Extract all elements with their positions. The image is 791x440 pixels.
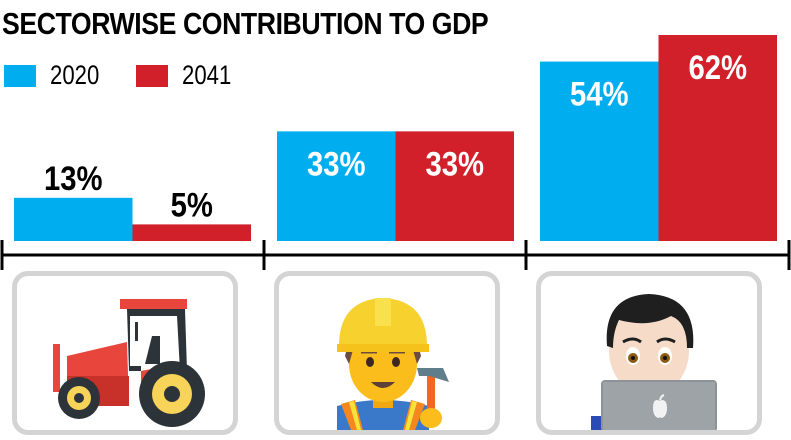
technologist-icon [591,294,717,430]
data-label-2020-services: 54% [570,74,628,113]
category-card-services [536,271,762,435]
tractor-icon [53,299,205,427]
legend-label-2020: 2020 [50,60,100,90]
data-label-2041-industry: 33% [426,144,484,183]
data-label-2041-agriculture: 5% [171,185,213,224]
legend-swatch-2041 [136,64,169,87]
bar-2041-agriculture [132,224,251,241]
legend-swatch-2020 [4,64,36,87]
legend-label-2041: 2041 [182,60,232,90]
legend-item-2041: 2041 [136,60,242,91]
bar-2020-industry [277,131,396,241]
bar-2020-services [540,61,659,242]
legend-item-2020: 2020 [4,60,110,91]
data-label-2020-agriculture: 13% [44,159,102,198]
bar-2041-industry [395,131,514,241]
category-card-industry [274,271,500,435]
bar-2041-services [658,35,777,241]
construction-worker-icon [337,298,449,430]
legend: 2020 2041 [4,60,268,91]
data-label-2041-services: 62% [689,48,747,87]
chart-title: SECTORWISE CONTRIBUTION TO GDP [2,6,489,41]
category-card-agriculture [12,271,238,435]
bar-chart: 13% 5% 33% 33% 54% 62% [0,35,791,270]
bar-2020-agriculture [14,197,133,241]
data-label-2020-industry: 33% [307,144,365,183]
